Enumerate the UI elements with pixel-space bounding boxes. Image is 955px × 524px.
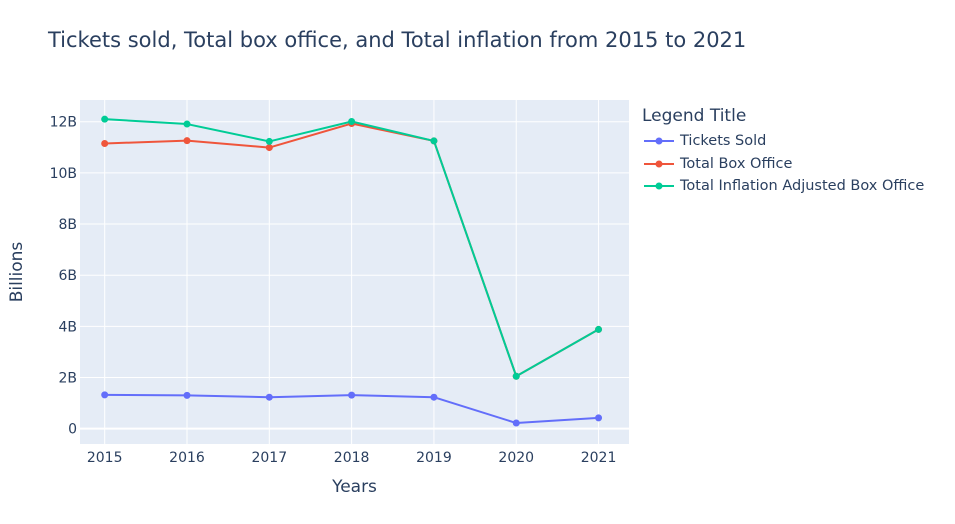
y-tick-label: 6B: [58, 268, 77, 284]
legend-swatch-marker: [655, 137, 663, 145]
legend-swatch-marker: [655, 182, 663, 190]
x-tick-label: 2019: [416, 450, 452, 466]
data-point-tickets-sold: [595, 414, 603, 422]
data-point-total-inflation-adjusted-box-office: [348, 117, 356, 125]
plot-background: [80, 100, 629, 444]
data-point-tickets-sold: [101, 391, 109, 399]
data-point-total-inflation-adjusted-box-office: [512, 372, 520, 380]
legend-title: Legend Title: [642, 106, 747, 126]
data-point-tickets-sold: [183, 391, 191, 399]
data-point-total-inflation-adjusted-box-office: [183, 120, 191, 128]
legend-item-total-inflation-adjusted-box-office[interactable]: Total Inflation Adjusted Box Office: [642, 175, 924, 198]
data-point-total-inflation-adjusted-box-office: [101, 115, 109, 123]
legend-item-label: Tickets Sold: [680, 133, 767, 150]
chart-title: Tickets sold, Total box office, and Tota…: [48, 28, 747, 52]
y-axis-label: Billions: [7, 242, 27, 303]
y-tick-label: 4B: [58, 319, 77, 335]
y-tick-label: 10B: [50, 166, 77, 182]
y-tick-label: 0: [68, 422, 77, 438]
data-point-tickets-sold: [348, 391, 356, 399]
legend-items: Tickets Sold Total Box Office Total Inflat…: [642, 130, 924, 198]
x-tick-label: 2018: [334, 450, 370, 466]
data-point-total-inflation-adjusted-box-office: [595, 325, 603, 333]
data-point-total-inflation-adjusted-box-office: [265, 137, 273, 145]
legend-item-label: Total Inflation Adjusted Box Office: [680, 178, 925, 195]
legend-item-total-box-office[interactable]: Total Box Office: [642, 153, 924, 176]
x-tick-label: 2020: [498, 450, 534, 466]
legend-item-tickets-sold[interactable]: Tickets Sold: [642, 130, 924, 153]
data-point-total-box-office: [183, 137, 191, 145]
legend-swatch-icon: [644, 182, 674, 190]
x-tick-label: 2016: [169, 450, 205, 466]
y-tick-label: 12B: [50, 115, 77, 131]
x-tick-label: 2015: [87, 450, 123, 466]
x-axis-label: Years: [331, 477, 377, 497]
data-point-total-inflation-adjusted-box-office: [430, 137, 438, 145]
legend: Legend Title Tickets Sold Total Box Offic…: [642, 106, 924, 198]
legend-item-label: Total Box Office: [680, 155, 793, 172]
axis-ticks: 2015 2016 2017 2018 2019 2020 2021 0 2B 4B 6B 8B 10B…: [50, 115, 617, 466]
y-tick-label: 2B: [58, 371, 77, 387]
legend-swatch-icon: [644, 160, 674, 168]
x-tick-label: 2021: [581, 450, 617, 466]
x-tick-label: 2017: [251, 450, 287, 466]
data-point-total-box-office: [101, 139, 109, 147]
legend-swatch-icon: [644, 137, 674, 145]
data-point-tickets-sold: [512, 419, 520, 427]
data-point-tickets-sold: [265, 393, 273, 401]
data-point-tickets-sold: [430, 393, 438, 401]
y-tick-label: 8B: [58, 217, 77, 233]
data-point-total-box-office: [265, 144, 273, 152]
series-points: [101, 115, 603, 427]
legend-swatch-marker: [655, 160, 663, 168]
